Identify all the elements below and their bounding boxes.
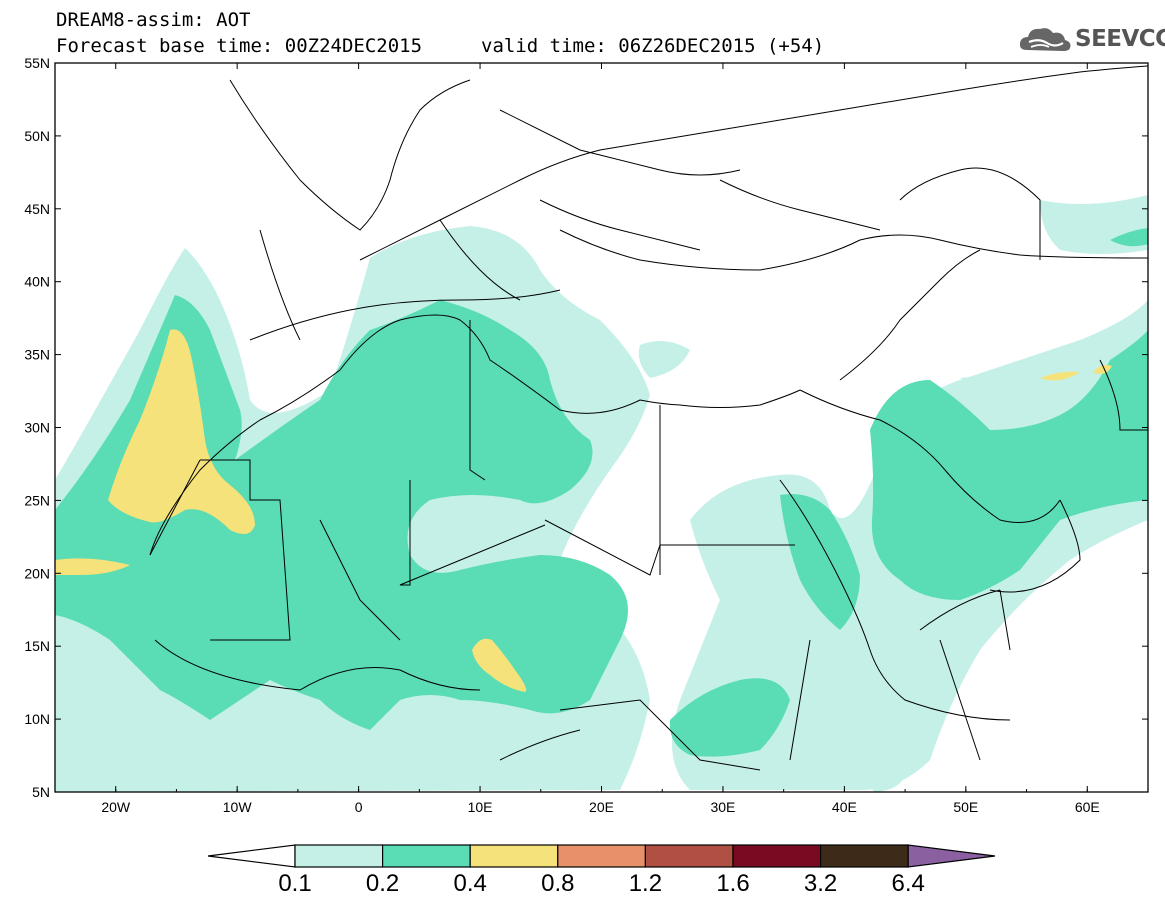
colorbar-box (732, 844, 822, 868)
lon-label: 20E (589, 799, 614, 815)
cloud-icon (1019, 28, 1071, 51)
colorbar-label: 0.8 (541, 870, 574, 897)
colorbar-label: 1.2 (629, 870, 662, 897)
lat-label: 5N (32, 784, 50, 800)
colorbar-label: 3.2 (804, 870, 837, 897)
lat-label: 25N (24, 492, 50, 508)
colorbar-box (819, 844, 909, 868)
lon-label: 0 (355, 799, 363, 815)
lat-label: 20N (24, 565, 50, 581)
lon-label: 50E (953, 799, 978, 815)
lon-label: 20W (101, 799, 131, 815)
lat-label: 35N (24, 347, 50, 363)
lon-label: 10E (468, 799, 493, 815)
colorbar-box (294, 844, 384, 868)
colorbar-label: 0.1 (278, 870, 311, 897)
colorbar-label: 0.2 (366, 870, 399, 897)
colorbar-under-triangle (207, 844, 296, 868)
country-borders (149, 65, 1148, 771)
lat-label: 40N (24, 274, 50, 290)
colorbar: 0.1 0.2 0.4 0.8 1.2 1.6 3.2 6.4 (207, 844, 996, 897)
colorbar-over-triangle (907, 844, 996, 868)
lat-label: 10N (24, 711, 50, 727)
lon-label: 10W (223, 799, 253, 815)
lat-label: 45N (24, 201, 50, 217)
logo-text: SEEVCCC (1075, 26, 1165, 52)
lon-label: 60E (1075, 799, 1100, 815)
aot-level-0.4 (55, 329, 1112, 692)
colorbar-label: 6.4 (892, 870, 925, 897)
lat-label: 15N (24, 638, 50, 654)
latitude-axis: 55N 50N 45N 40N 35N 30N 25N 20N 15N 10N 5N (24, 55, 1148, 800)
colorbar-label: 1.6 (716, 870, 749, 897)
valid-time: valid time: 06Z26DEC2015 (+54) (481, 35, 825, 57)
colorbar-box (469, 844, 559, 868)
forecast-base-time: Forecast base time: 00Z24DEC2015 (56, 35, 423, 57)
seevccc-logo: SEEVCCC (1017, 22, 1165, 58)
lat-label: 50N (24, 128, 50, 144)
colorbar-box (382, 844, 471, 868)
colorbar-box (644, 844, 734, 868)
lon-label: 40E (832, 799, 857, 815)
colorbar-box (557, 844, 646, 868)
longitude-axis: 20W 10W 0 10E 20E 30E 40E 50E 60E (54, 63, 1149, 815)
lat-label: 30N (24, 420, 50, 436)
colorbar-label: 0.4 (454, 870, 487, 897)
lat-label: 55N (24, 55, 50, 71)
lon-label: 30E (710, 799, 735, 815)
title-line-1: DREAM8-assim: AOT (56, 9, 251, 31)
